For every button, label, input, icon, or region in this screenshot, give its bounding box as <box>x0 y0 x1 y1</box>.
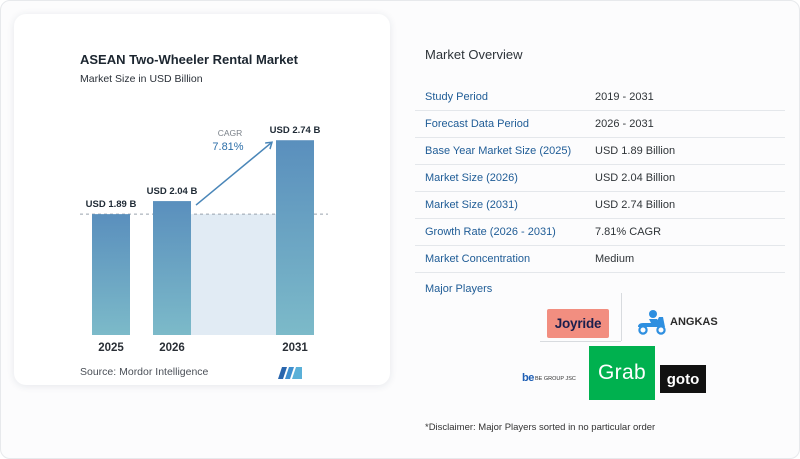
source-note: Source: Mordor Intelligence <box>80 366 209 378</box>
overview-row-study-period: Study Period 2019 - 2031 <box>415 84 785 111</box>
row-value: USD 2.04 Billion <box>595 172 676 184</box>
category-label-2026: 2026 <box>159 342 185 354</box>
disclaimer-note: *Disclaimer: Major Players sorted in no … <box>425 422 656 433</box>
joyride-logo: Joyride <box>547 309 609 338</box>
overview-table: Study Period 2019 - 2031 Forecast Data P… <box>415 84 785 273</box>
row-label: Growth Rate (2026 - 2031) <box>425 226 556 238</box>
grab-logo: Grab <box>589 346 655 400</box>
overview-title: Market Overview <box>425 47 523 62</box>
cagr-label: CAGR <box>218 128 243 138</box>
logo-divider-horizontal <box>540 341 621 342</box>
cagr-value: 7.81% <box>212 141 243 153</box>
be-group-logo-text: BE GROUP JSC <box>535 376 576 382</box>
row-label: Base Year Market Size (2025) <box>425 145 572 157</box>
row-label: Market Size (2031) <box>425 199 518 211</box>
row-value: USD 1.89 Billion <box>595 145 676 157</box>
market-size-bar-chart: USD 1.89 B 2025 USD 2.04 B 2026 USD 2.74 B 20… <box>80 125 328 354</box>
scooter-icon <box>636 309 668 335</box>
row-value: 2026 - 2031 <box>595 118 654 130</box>
value-label-2026: USD 2.04 B <box>147 186 198 197</box>
chart-title: ASEAN Two-Wheeler Rental Market <box>80 52 298 67</box>
category-label-2025: 2025 <box>98 342 124 354</box>
be-group-mark: be <box>522 372 534 384</box>
major-players-label: Major Players <box>425 283 493 295</box>
forecast-band <box>191 214 276 335</box>
row-value: 2019 - 2031 <box>595 91 654 103</box>
row-value: 7.81% CAGR <box>595 226 662 238</box>
overview-row-concentration: Market Concentration Medium <box>415 246 785 273</box>
joyride-logo-text: Joyride <box>554 316 602 331</box>
row-value: USD 2.74 Billion <box>595 199 676 211</box>
goto-logo-text: goto <box>666 370 700 388</box>
bar-2025 <box>92 214 130 335</box>
row-label: Forecast Data Period <box>425 118 529 130</box>
row-label: Market Concentration <box>425 253 531 265</box>
cagr-arrow <box>195 142 272 206</box>
value-label-2031: USD 2.74 B <box>270 125 321 136</box>
angkas-logo-text: ANGKAS <box>670 316 718 328</box>
logo-divider-vertical <box>621 293 622 341</box>
mordor-logo <box>278 366 302 379</box>
overview-row-base-year-size: Base Year Market Size (2025) USD 1.89 Bi… <box>415 138 785 165</box>
grab-logo-text: Grab <box>598 361 646 384</box>
overview-row-size-2026: Market Size (2026) USD 2.04 Billion <box>415 165 785 192</box>
category-label-2031: 2031 <box>282 342 308 354</box>
value-label-2025: USD 1.89 B <box>86 199 137 210</box>
row-value: Medium <box>595 253 635 265</box>
overview-row-size-2031: Market Size (2031) USD 2.74 Billion <box>415 192 785 219</box>
overview-row-growth-rate: Growth Rate (2026 - 2031) 7.81% CAGR <box>415 219 785 246</box>
row-label: Study Period <box>425 91 488 103</box>
angkas-logo: ANGKAS <box>636 309 720 335</box>
bar-2026 <box>153 201 191 335</box>
bar-2031 <box>276 140 314 335</box>
row-label: Market Size (2026) <box>425 172 518 184</box>
goto-logo: goto <box>660 365 706 393</box>
overview-row-forecast-period: Forecast Data Period 2026 - 2031 <box>415 111 785 138</box>
be-group-logo: be BE GROUP JSC <box>522 372 578 386</box>
chart-subtitle: Market Size in USD Billion <box>80 73 203 85</box>
